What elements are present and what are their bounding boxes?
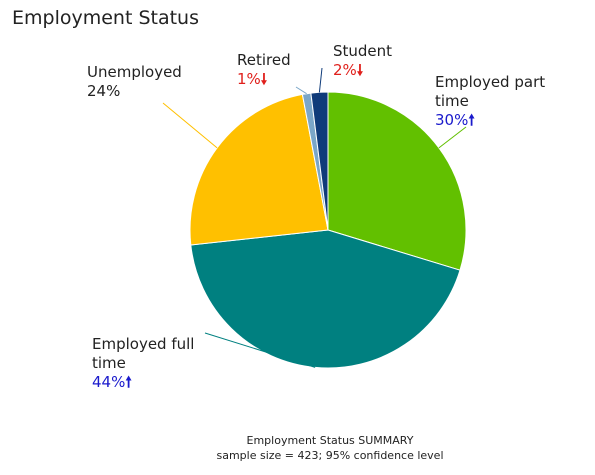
leader-line-employed-full-time (204, 332, 316, 368)
slice-label-employed-part-time: Employed part time 30%🠕 (435, 73, 565, 130)
arrow-up-icon: 🠕 (125, 373, 132, 391)
slice-label-unemployed: Unemployed 24% (87, 63, 182, 101)
slice-label-retired-text: Retired (237, 51, 291, 69)
pie-slice-student (310, 91, 329, 231)
slice-label-unemployed-text: Unemployed (87, 63, 182, 81)
leader-line-student (318, 67, 323, 93)
slice-label-employed-part-time-text: Employed part time (435, 73, 546, 110)
slice-label-employed-full-time-text: Employed full time (92, 335, 195, 372)
leader-line-retired (295, 86, 307, 95)
slice-label-employed-full-time: Employed full time 44%🠕 (92, 335, 212, 392)
chart-summary: Employment Status SUMMARY sample size = … (0, 433, 595, 463)
slice-value-retired: 1%🠗 (237, 70, 268, 88)
slice-value-employed-full-time: 44%🠕 (92, 373, 132, 391)
arrow-up-icon: 🠕 (468, 111, 475, 129)
summary-sample-size: sample size = 423; 95% confidence level (216, 449, 444, 462)
pie-slice-employed-part-time (327, 91, 467, 271)
leader-line-unemployed (162, 102, 218, 149)
slice-value-unemployed: 24% (87, 82, 121, 100)
arrow-down-icon: 🠗 (356, 61, 364, 79)
slice-label-student: Student 2%🠗 (333, 42, 392, 80)
arrow-down-icon: 🠗 (260, 70, 268, 88)
summary-title: Employment Status SUMMARY (246, 434, 414, 447)
leader-line-employed-part-time (438, 126, 467, 149)
slice-value-student: 2%🠗 (333, 61, 364, 79)
chart-title: Employment Status (12, 7, 199, 29)
slice-label-student-text: Student (333, 42, 393, 60)
slice-value-employed-part-time: 30%🠕 (435, 111, 475, 129)
slice-label-retired: Retired 1%🠗 (237, 51, 291, 89)
